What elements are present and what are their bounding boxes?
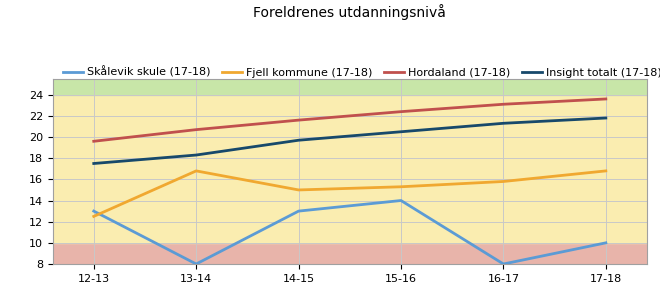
Bar	[53, 95, 647, 243]
Legend: Skålevik skule (17-18), Fjell kommune (17-18), Hordaland (17-18), Insight totalt: Skålevik skule (17-18), Fjell kommune (1…	[58, 62, 660, 82]
Bar	[53, 79, 647, 95]
Bar	[53, 243, 647, 264]
Title: Foreldrenes utdanningsnivå: Foreldrenes utdanningsnivå	[253, 4, 446, 20]
